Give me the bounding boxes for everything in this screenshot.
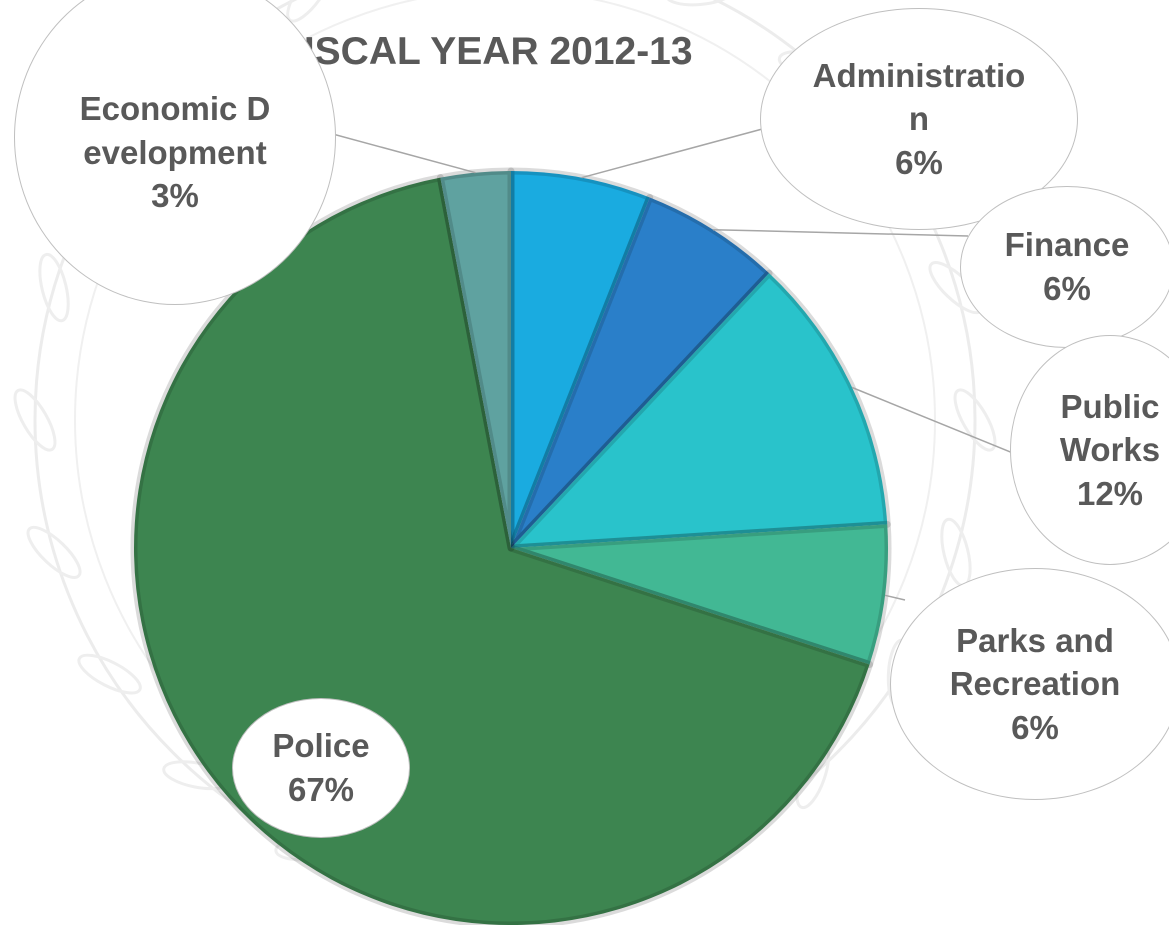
leader-line-economic-development (317, 129, 476, 174)
data-label-administration: 6% (895, 143, 943, 181)
chart-title: FISCAL YEAR 2012-13 (280, 30, 693, 73)
category-label-parks-and-recreation: Parks and Recreation (949, 621, 1121, 703)
data-label-public-works: 12% (1076, 474, 1144, 512)
callout-finance: Finance 6% (960, 186, 1169, 348)
callout-economic-development: Economic Development 3% (14, 0, 336, 305)
callout-police: Police 67% (232, 698, 410, 838)
category-label-police: Police (272, 727, 370, 765)
pie-slice-parks-and-recreation (507, 520, 892, 668)
data-label-police: 67% (287, 771, 355, 808)
category-label-public-works: Public Works (1059, 387, 1161, 469)
leader-line-finance (712, 228, 969, 237)
pie-slice-economic-development (436, 167, 515, 552)
callout-parks-and-recreation: Parks and Recreation 6% (890, 568, 1169, 800)
callout-public-works: Public Works 12% (1010, 335, 1169, 565)
data-label-economic-development: 3% (151, 177, 199, 215)
pie-slice-finance (507, 193, 773, 552)
category-label-administration: Administration (812, 56, 1026, 138)
leader-line-parks-and-recreation (884, 594, 906, 601)
data-label-finance: 6% (1043, 270, 1091, 307)
data-label-parks-and-recreation: 6% (1011, 708, 1059, 746)
category-label-finance: Finance (1004, 226, 1130, 264)
category-label-economic-development: Economic Development (79, 90, 271, 171)
leader-line-public-works (851, 386, 1031, 461)
